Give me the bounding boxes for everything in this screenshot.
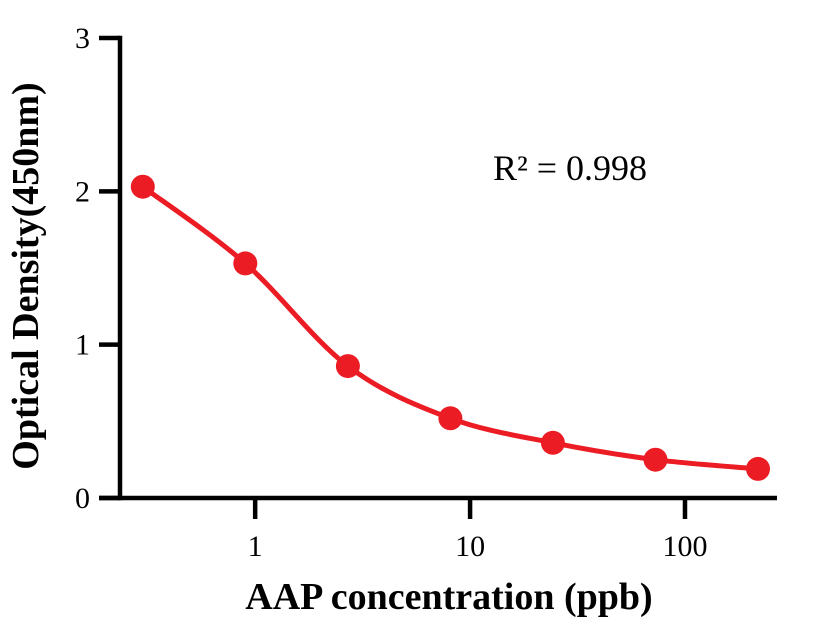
data-point bbox=[746, 456, 770, 481]
y-axis-title: Optical Density(450nm) bbox=[5, 82, 47, 469]
x-axis-tick-labels: 1 10 100 bbox=[248, 530, 708, 563]
data-points bbox=[130, 174, 770, 481]
x-tick-label: 100 bbox=[662, 530, 707, 563]
x-tick-label: 1 bbox=[248, 530, 263, 563]
y-tick-label: 2 bbox=[75, 175, 90, 208]
x-axis: 1 10 100 bbox=[99, 495, 777, 563]
data-point bbox=[335, 354, 360, 379]
r-squared-annotation: R² = 0.998 bbox=[493, 148, 647, 188]
y-axis-ticks bbox=[99, 35, 120, 501]
y-tick-label: 0 bbox=[75, 482, 90, 515]
x-axis-title: AAP concentration (ppb) bbox=[245, 576, 652, 618]
data-point bbox=[643, 447, 668, 472]
data-point bbox=[540, 430, 565, 455]
y-tick-label: 3 bbox=[75, 22, 90, 55]
y-axis: 0 1 2 3 bbox=[75, 22, 123, 515]
y-tick-label: 1 bbox=[75, 329, 90, 362]
data-point bbox=[438, 406, 463, 431]
data-point bbox=[233, 251, 258, 276]
y-axis-tick-labels: 0 1 2 3 bbox=[75, 22, 90, 515]
x-axis-ticks bbox=[252, 498, 688, 519]
data-point bbox=[130, 174, 155, 199]
x-tick-label: 10 bbox=[455, 530, 485, 563]
data-series bbox=[130, 174, 770, 481]
